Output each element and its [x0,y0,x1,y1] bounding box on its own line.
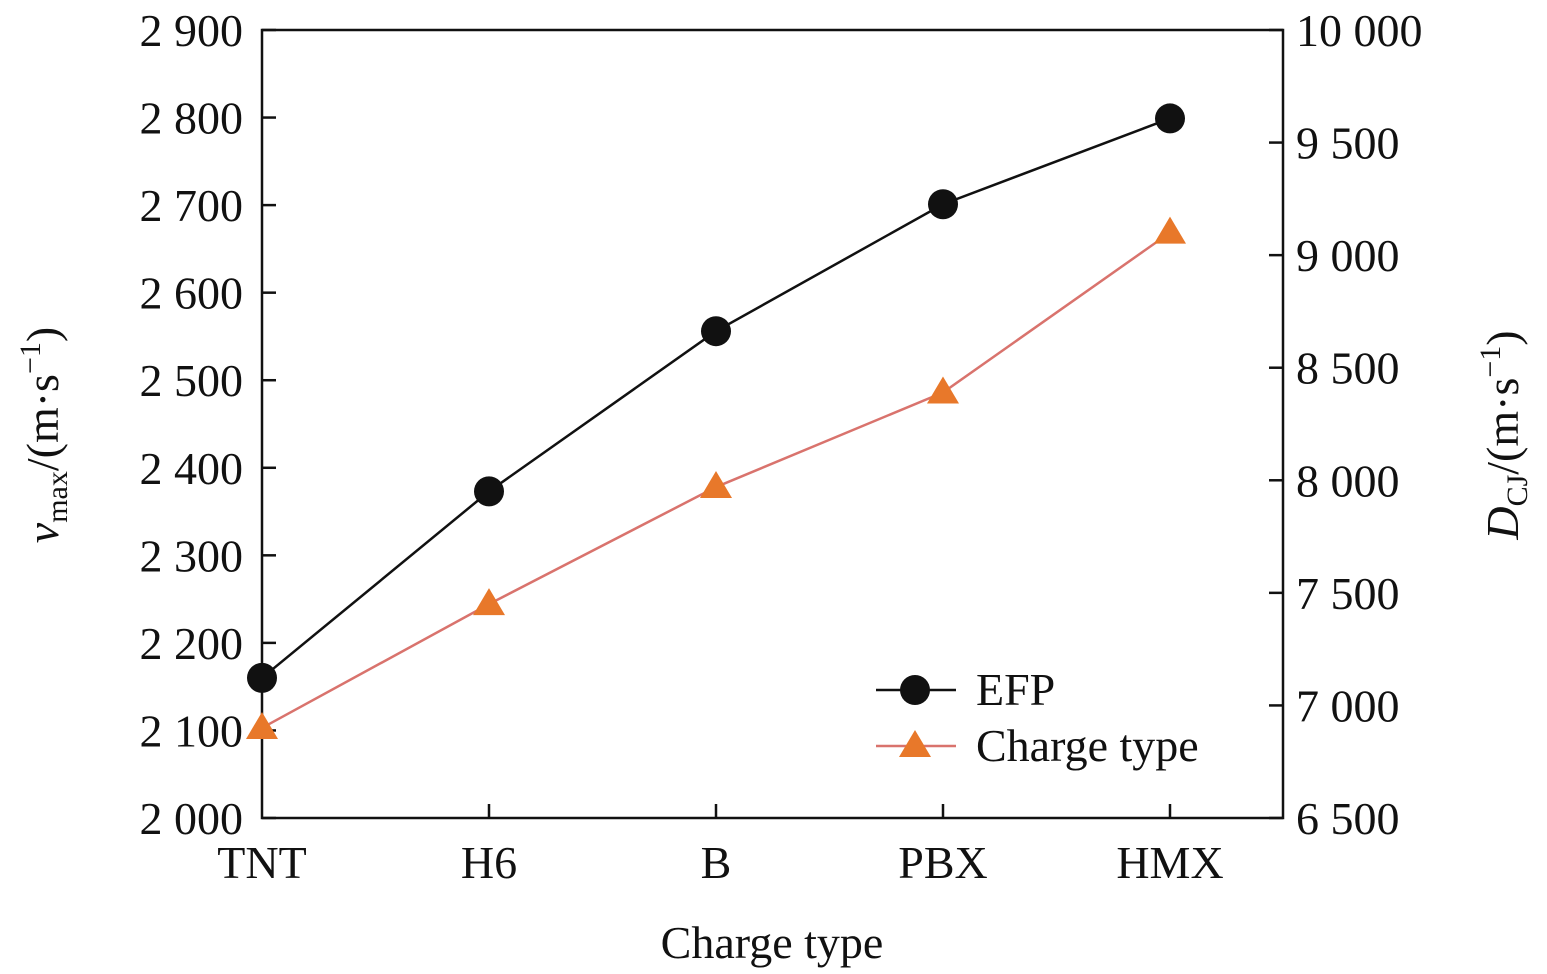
x-tick-label: PBX [898,837,987,888]
x-tick-label: TNT [217,837,306,888]
left-tick-label: 2 300 [140,530,244,581]
data-point-triangle [246,711,278,739]
left-tick-label: 2 700 [140,180,244,231]
x-tick-label: HMX [1116,837,1223,888]
right-axis-title: DCJ/(m·s−1) [1474,330,1534,540]
right-tick-label: 6 500 [1296,793,1400,844]
left-tick-label: 2 800 [140,93,244,144]
legend: EFP Charge type [876,664,1199,771]
right-tick-label: 8 500 [1296,343,1400,394]
left-axis-unit: /(m·s [17,374,68,471]
x-axis-title: Charge type [661,917,884,968]
data-point-triangle [473,588,505,616]
series-efp [247,103,1185,693]
left-axis-subscript: max [41,471,74,523]
legend-charge-label: Charge type [976,720,1199,771]
left-tick-label: 2 600 [140,268,244,319]
left-axis-symbol: v [17,522,68,543]
left-tick-label: 2 200 [140,618,244,669]
legend-charge-marker [899,730,931,757]
axes [260,28,1285,820]
left-tick-label: 2 400 [140,443,244,494]
plot-frame [260,28,1285,820]
data-point-circle [928,189,958,220]
data-point-triangle [927,376,959,404]
data-point-triangle [700,471,732,499]
right-tick-label: 7 000 [1296,680,1400,731]
left-tick-label: 2 900 [140,5,244,56]
data-point-circle [1155,103,1185,134]
left-tick-label: 2 000 [140,793,244,844]
right-axis-close: ) [1477,330,1528,345]
series-line [261,117,1171,679]
left-axis-ticks: 2 000 2 100 2 200 2 300 2 400 2 500 2 600 2 700… [140,5,276,844]
legend-efp-marker [900,675,930,705]
right-tick-label: 9 000 [1296,230,1400,281]
right-tick-label: 9 500 [1296,118,1400,169]
legend-efp-label: EFP [976,664,1055,715]
right-axis-subscript: CJ [1501,474,1534,506]
left-axis-close: ) [17,327,68,342]
data-point-circle [247,662,277,693]
data-point-triangle [1154,216,1186,244]
left-axis-title: vmax/(m·s−1) [14,327,74,543]
left-tick-label: 2 500 [140,355,244,406]
x-tick-label: H6 [461,837,517,888]
x-tick-label: B [701,837,732,888]
right-tick-label: 8 000 [1296,455,1400,506]
left-tick-label: 2 100 [140,705,244,756]
right-tick-label: 7 500 [1296,568,1400,619]
right-axis-symbol: D [1477,506,1528,540]
right-tick-label: 10 000 [1296,5,1423,56]
left-axis-exponent: −1 [14,342,47,374]
data-point-circle [701,316,731,347]
right-axis-ticks: 6 500 7 000 7 500 8 000 8 500 9 000 9 500 10 00… [1269,5,1423,844]
series-layer [246,103,1186,739]
x-axis-ticks: TNT H6 B PBX HMX [217,804,1224,888]
data-point-circle [474,476,504,507]
right-axis-unit: /(m·s [1477,378,1528,475]
series-charge-type [246,216,1186,739]
right-axis-exponent: −1 [1474,346,1507,378]
